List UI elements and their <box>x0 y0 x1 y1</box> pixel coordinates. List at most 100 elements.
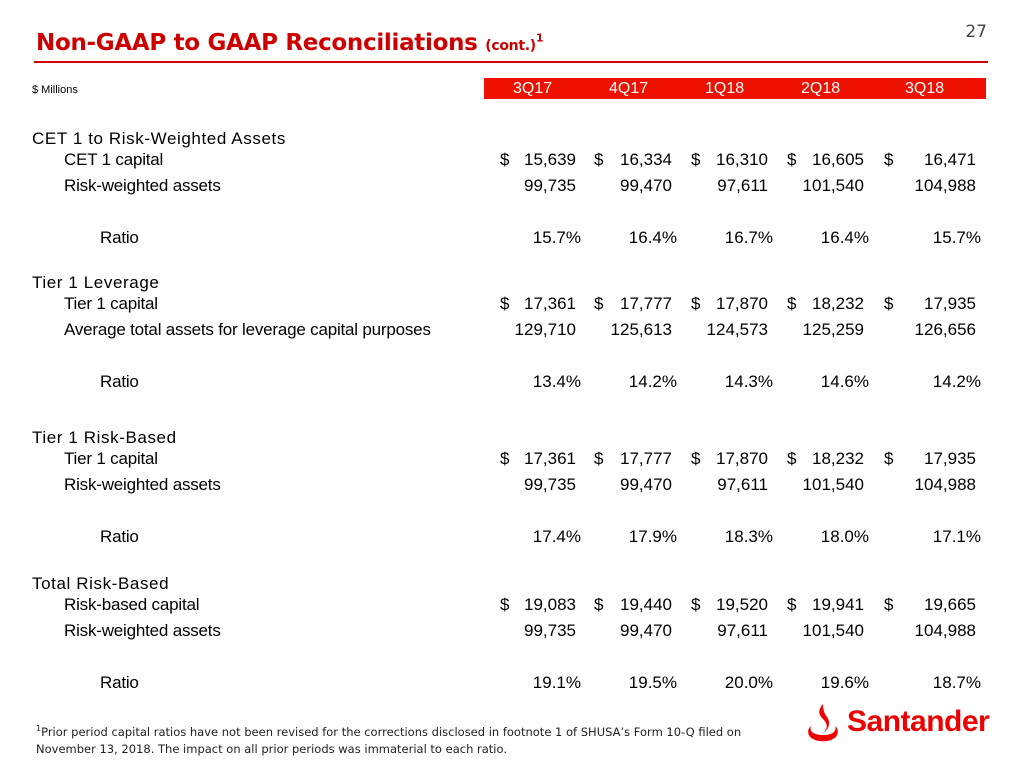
dollar-sign: $ <box>594 595 604 614</box>
flame-icon <box>808 704 838 742</box>
row-label: Ratio <box>100 673 139 692</box>
table-cell: 15.7% <box>532 228 581 247</box>
row-label: Ratio <box>100 228 139 247</box>
row-label: Tier 1 capital <box>64 294 158 313</box>
ratio-row: Ratio 19.1% 19.5% 20.0% 19.6% 18.7% <box>0 673 1024 695</box>
table-cell: 15,639 <box>524 150 576 169</box>
row-label: Risk-weighted assets <box>64 621 221 640</box>
table-cell: 17.1% <box>932 527 981 546</box>
dollar-sign: $ <box>787 294 797 313</box>
dollar-sign: $ <box>594 294 604 313</box>
dollar-sign: $ <box>500 150 510 169</box>
table-cell: 15.7% <box>932 228 981 247</box>
table-cell: 18,232 <box>812 449 864 468</box>
row-label: Risk-weighted assets <box>64 176 221 195</box>
dollar-sign: $ <box>500 294 510 313</box>
table-row: Risk-weighted assets 99,735 99,470 97,611 10… <box>0 475 1024 497</box>
page-number: 27 <box>965 22 987 42</box>
table-cell: 17,777 <box>620 294 672 313</box>
table-cell: 16,310 <box>716 150 768 169</box>
table-cell: 18,232 <box>812 294 864 313</box>
page-title: Non-GAAP to GAAP Reconciliations (cont.)… <box>36 30 544 56</box>
table-cell: 16.7% <box>724 228 773 247</box>
table-cell: 17.4% <box>532 527 581 546</box>
table-cell: 18.0% <box>820 527 869 546</box>
column-header: 1Q18 <box>705 80 745 97</box>
section-title: Tier 1 Leverage <box>32 273 160 292</box>
table-cell: 99,470 <box>620 176 672 195</box>
santander-logo: Santander <box>803 702 993 746</box>
dollar-sign: $ <box>691 150 701 169</box>
dollar-sign: $ <box>594 150 604 169</box>
table-cell: 101,540 <box>802 176 864 195</box>
dollar-sign: $ <box>787 449 797 468</box>
table-cell: 14.6% <box>820 372 869 391</box>
title-footnote-marker: 1 <box>535 31 544 45</box>
dollar-sign: $ <box>787 150 797 169</box>
title-main: Non-GAAP to GAAP Reconciliations <box>36 30 478 56</box>
table-cell: 16.4% <box>820 228 869 247</box>
table-cell: 99,735 <box>524 475 576 494</box>
table-cell: 19,941 <box>812 595 864 614</box>
table-cell: 19.5% <box>628 673 677 692</box>
column-header: 3Q17 <box>513 80 553 97</box>
title-divider <box>34 61 988 63</box>
row-label: Risk-weighted assets <box>64 475 221 494</box>
section-title: Tier 1 Risk-Based <box>32 428 177 447</box>
dollar-sign: $ <box>594 449 604 468</box>
table-row: Tier 1 capital $17,361 $17,777 $17,870 $18,2… <box>0 294 1024 316</box>
row-label: CET 1 capital <box>64 150 164 169</box>
column-header: 3Q18 <box>905 80 945 97</box>
units-label: $ Millions <box>32 84 78 96</box>
table-cell: 19,083 <box>524 595 576 614</box>
section-title: Total Risk-Based <box>32 574 170 593</box>
table-cell: 13.4% <box>532 372 581 391</box>
table-cell: 17,777 <box>620 449 672 468</box>
table-row: Tier 1 capital $17,361 $17,777 $17,870 $18,2… <box>0 449 1024 471</box>
table-cell: 129,710 <box>514 320 576 339</box>
column-header: 2Q18 <box>801 80 841 97</box>
dollar-sign: $ <box>884 294 894 313</box>
table-cell: 125,259 <box>802 320 864 339</box>
table-cell: 104,988 <box>914 475 976 494</box>
table-cell: 14.2% <box>932 372 981 391</box>
table-cell: 19,520 <box>716 595 768 614</box>
dollar-sign: $ <box>884 449 894 468</box>
table-cell: 97,611 <box>717 176 768 195</box>
row-label: Average total assets for leverage capita… <box>64 320 431 339</box>
dollar-sign: $ <box>500 595 510 614</box>
row-label: Risk-based capital <box>64 595 200 614</box>
logo-text: Santander <box>847 705 990 738</box>
column-header: 4Q17 <box>609 80 649 97</box>
dollar-sign: $ <box>691 449 701 468</box>
table-cell: 16.4% <box>628 228 677 247</box>
column-header-bar: 3Q17 4Q17 1Q18 2Q18 3Q18 <box>484 78 986 99</box>
footnote-marker: 1 <box>36 724 42 733</box>
table-row: Average total assets for leverage capita… <box>0 320 1024 342</box>
dollar-sign: $ <box>691 294 701 313</box>
table-row: Risk-based capital $19,083 $19,440 $19,520 $… <box>0 595 1024 617</box>
ratio-row: Ratio 15.7% 16.4% 16.7% 16.4% 15.7% <box>0 228 1024 250</box>
ratio-row: Ratio 17.4% 17.9% 18.3% 18.0% 17.1% <box>0 527 1024 549</box>
table-cell: 99,470 <box>620 475 672 494</box>
table-row: Risk-weighted assets 99,735 99,470 97,611 10… <box>0 176 1024 198</box>
table-cell: 19,665 <box>924 595 976 614</box>
table-cell: 16,605 <box>812 150 864 169</box>
table-cell: 17,935 <box>924 449 976 468</box>
table-cell: 99,735 <box>524 621 576 640</box>
table-cell: 99,735 <box>524 176 576 195</box>
table-row: CET 1 capital $15,639 $16,334 $16,310 $16,60… <box>0 150 1024 172</box>
dollar-sign: $ <box>787 595 797 614</box>
table-cell: 124,573 <box>706 320 768 339</box>
table-cell: 97,611 <box>717 621 768 640</box>
table-cell: 125,613 <box>610 320 672 339</box>
table-cell: 126,656 <box>914 320 976 339</box>
table-cell: 17,870 <box>716 294 768 313</box>
table-cell: 19.6% <box>820 673 869 692</box>
title-cont: (cont.) <box>485 38 536 54</box>
footnote-text: Prior period capital ratios have not bee… <box>36 724 742 756</box>
table-cell: 17,935 <box>924 294 976 313</box>
table-cell: 18.7% <box>932 673 981 692</box>
table-cell: 16,334 <box>620 150 672 169</box>
ratio-row: Ratio 13.4% 14.2% 14.3% 14.6% 14.2% <box>0 372 1024 394</box>
